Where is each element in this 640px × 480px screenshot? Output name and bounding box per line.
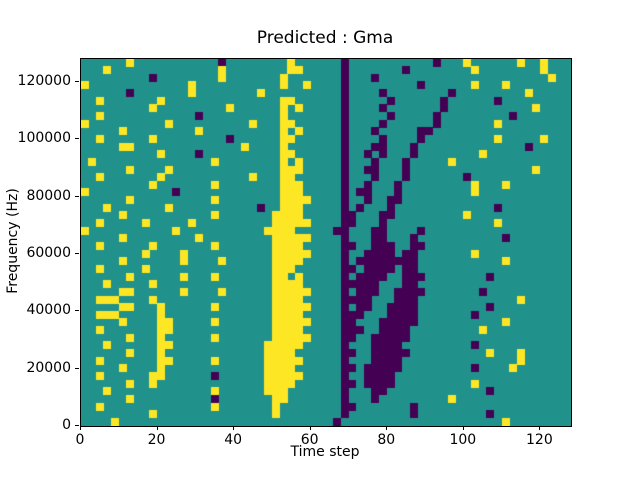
x-tick-mark: [386, 426, 388, 430]
heatmap-canvas: [81, 59, 571, 426]
y-tick-mark: [75, 138, 79, 140]
x-tick-label: 40: [224, 432, 243, 448]
y-tick-mark: [75, 195, 79, 197]
x-tick-label: 60: [300, 432, 319, 448]
y-tick-mark: [75, 252, 79, 254]
x-axis-label: Time step: [290, 444, 360, 460]
x-tick-mark: [462, 426, 464, 430]
y-tick-mark: [75, 80, 79, 82]
x-tick-label: 120: [526, 432, 553, 448]
x-tick-label: 80: [377, 432, 396, 448]
y-tick-label: 80000: [26, 187, 71, 204]
y-tick-label: 120000: [17, 72, 71, 89]
y-tick-label: 20000: [26, 359, 71, 376]
y-tick-mark: [75, 367, 79, 369]
plot-area: [80, 58, 572, 427]
y-tick-mark: [75, 425, 79, 426]
x-tick-label: 0: [75, 432, 85, 448]
y-axis-label: Frequency (Hz): [5, 188, 21, 294]
chart-title: Predicted : Gma: [256, 28, 394, 48]
x-tick-label: 20: [147, 432, 166, 448]
y-tick-mark: [75, 310, 79, 312]
x-tick-mark: [156, 426, 158, 430]
y-tick-label: 60000: [26, 244, 71, 261]
x-tick-label: 100: [449, 432, 477, 448]
x-tick-mark: [309, 426, 311, 430]
y-tick-label: 100000: [17, 130, 71, 147]
x-tick-mark: [539, 426, 541, 430]
x-tick-mark: [233, 426, 235, 430]
y-tick-label: 0: [62, 417, 71, 433]
x-tick-mark: [80, 426, 81, 430]
y-tick-label: 40000: [26, 302, 71, 319]
